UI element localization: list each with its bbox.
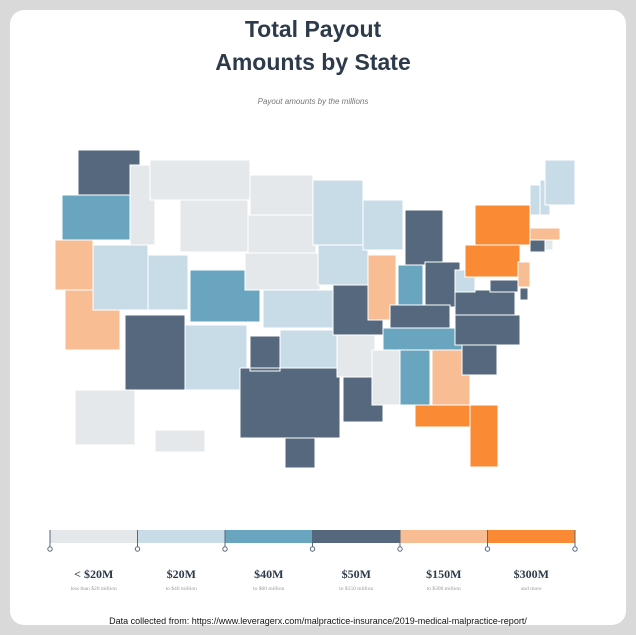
- state: [414, 404, 499, 468]
- state: [247, 214, 317, 254]
- state: [454, 314, 521, 346]
- title: Total Payout: [245, 16, 382, 42]
- state: [124, 314, 186, 391]
- state: [279, 329, 341, 369]
- legend-label: $150M: [426, 567, 461, 581]
- legend-dot: [309, 546, 316, 552]
- state: [179, 199, 249, 253]
- state: [399, 349, 431, 406]
- state: [529, 227, 561, 241]
- state: [404, 209, 444, 266]
- state: [544, 159, 576, 206]
- legend-label: $40M: [254, 567, 283, 581]
- title: Amounts by State: [215, 49, 411, 75]
- legend-dot: [47, 546, 53, 552]
- legend-dot: [484, 546, 491, 552]
- state: [464, 244, 521, 278]
- legend: < $20M less than $20 million $20M to $40 mi…: [47, 530, 578, 592]
- state: [474, 204, 531, 246]
- state: [529, 184, 541, 216]
- map: [54, 149, 576, 469]
- state: [239, 335, 341, 469]
- state: [147, 254, 189, 311]
- legend-sublabel: to $300 million: [427, 585, 461, 592]
- legend-label: < $20M: [74, 567, 113, 581]
- legend-swatch: [400, 530, 488, 543]
- state: [519, 287, 529, 301]
- legend-swatch: [137, 530, 225, 543]
- state: [529, 239, 546, 253]
- state: [154, 429, 206, 453]
- state: [244, 252, 321, 291]
- state: [461, 344, 498, 376]
- legend-label: $20M: [167, 567, 196, 581]
- state: [544, 239, 554, 251]
- state: [317, 244, 369, 286]
- state: [262, 289, 336, 329]
- state: [454, 289, 516, 316]
- legend-label: $300M: [514, 567, 549, 581]
- legend-sublabel: to $60 million: [253, 585, 284, 592]
- state: [61, 194, 131, 241]
- state: [382, 327, 464, 351]
- state: [371, 349, 401, 406]
- legend-dot: [572, 546, 578, 552]
- state: [336, 334, 376, 378]
- footer: Data collected from: https://www.leverag…: [109, 616, 527, 626]
- legend-swatch: [225, 530, 313, 543]
- state: [312, 179, 364, 246]
- state: [397, 264, 424, 311]
- state: [92, 244, 149, 311]
- state: [389, 304, 451, 329]
- legend-dot: [134, 546, 141, 552]
- state: [517, 261, 531, 288]
- state: [129, 164, 156, 246]
- legend-swatch: [312, 530, 400, 543]
- legend-swatch: [50, 530, 138, 543]
- legend-label: $50M: [342, 567, 371, 581]
- state: [149, 159, 251, 201]
- state: [249, 174, 314, 216]
- legend-sublabel: to $40 million: [166, 585, 197, 592]
- state: [74, 389, 136, 446]
- subtitle: Payout amounts by the millions: [258, 97, 369, 106]
- state: [184, 324, 248, 391]
- state: [489, 279, 519, 293]
- legend-sublabel: less than $20 million: [71, 585, 117, 592]
- state: [362, 199, 404, 251]
- legend-swatch: [487, 530, 575, 543]
- state: [189, 269, 261, 323]
- legend-dot: [397, 546, 403, 552]
- legend-sublabel: and more: [521, 586, 542, 592]
- legend-dot: [222, 546, 228, 552]
- legend-sublabel: to $150 million: [339, 585, 373, 592]
